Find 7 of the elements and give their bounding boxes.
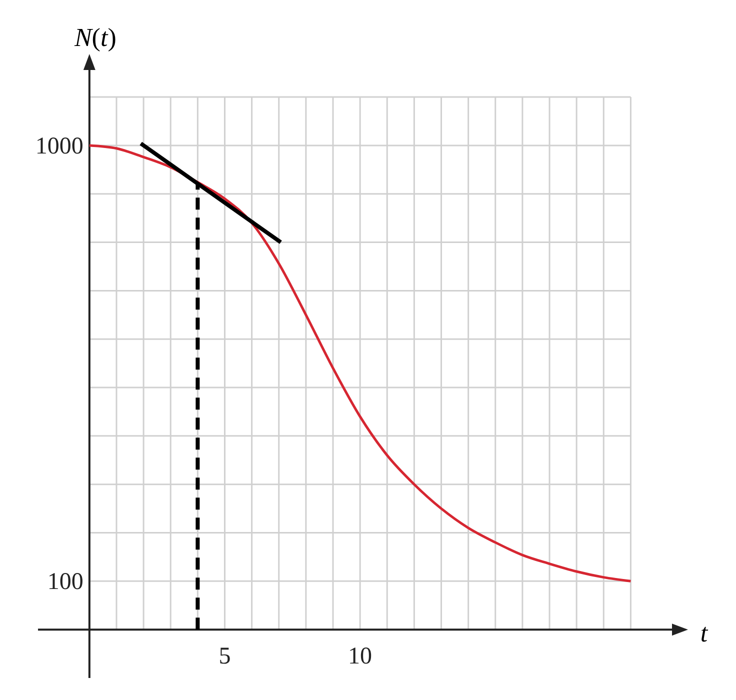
- y-axis-title: N(t): [73, 23, 116, 52]
- x-axis-title: t: [700, 618, 708, 648]
- x-tick-label: 10: [348, 644, 372, 670]
- y-tick-label: 1000: [35, 133, 84, 160]
- y-tick-label: 100: [47, 569, 84, 596]
- line-series: [88, 144, 632, 582]
- x-tick-label: 5: [218, 644, 231, 670]
